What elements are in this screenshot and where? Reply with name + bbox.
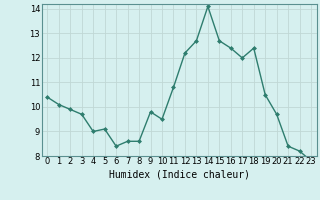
X-axis label: Humidex (Indice chaleur): Humidex (Indice chaleur): [109, 169, 250, 179]
